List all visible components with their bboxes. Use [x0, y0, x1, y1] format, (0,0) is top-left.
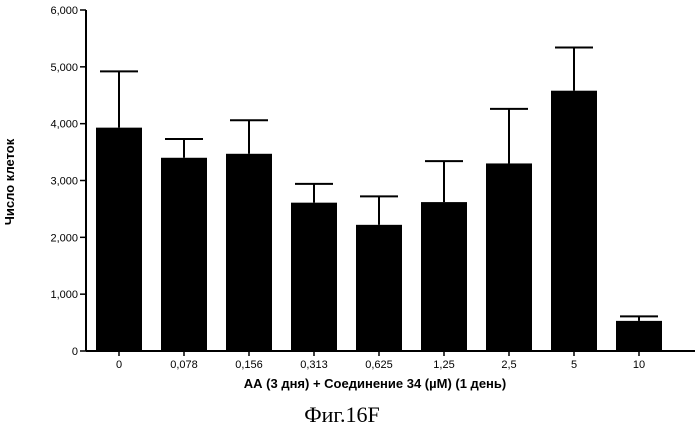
x-tick-label: 1,25	[433, 359, 454, 371]
figure-caption: Фиг.16F	[304, 402, 379, 427]
bar	[616, 321, 662, 351]
y-tick-label: 0	[72, 346, 78, 358]
x-tick-label: 0	[116, 359, 122, 371]
bar	[226, 154, 272, 351]
bar	[356, 225, 402, 351]
y-tick-label: 2,000	[50, 232, 78, 244]
x-tick-label: 5	[571, 359, 577, 371]
bar	[96, 128, 142, 351]
x-tick-label: 10	[633, 359, 645, 371]
y-tick-label: 1,000	[50, 289, 78, 301]
y-tick-label: 5,000	[50, 62, 78, 74]
x-tick-label: 0,156	[235, 359, 263, 371]
bar	[551, 91, 597, 351]
bar	[161, 158, 207, 351]
x-tick-label: 0,078	[170, 359, 198, 371]
y-axis-title: Число клеток	[2, 138, 17, 225]
y-ticks: 0 1,000 2,000 3,000 4,000 5,000 6,000	[50, 5, 86, 358]
bar	[291, 203, 337, 351]
x-axis-title: АА (3 дня) + Соединение 34 (µM) (1 день)	[244, 376, 506, 391]
bar	[486, 163, 532, 351]
y-tick-label: 6,000	[50, 5, 78, 17]
bar	[421, 202, 467, 351]
x-tick-label: 2,5	[501, 359, 516, 371]
x-tick-label: 0,313	[300, 359, 328, 371]
x-ticks: 0 0,078 0,156 0,313 0,625 1,25 2,5 5 10	[116, 351, 645, 371]
y-tick-label: 4,000	[50, 119, 78, 131]
x-tick-label: 0,625	[365, 359, 393, 371]
y-tick-label: 3,000	[50, 176, 78, 188]
